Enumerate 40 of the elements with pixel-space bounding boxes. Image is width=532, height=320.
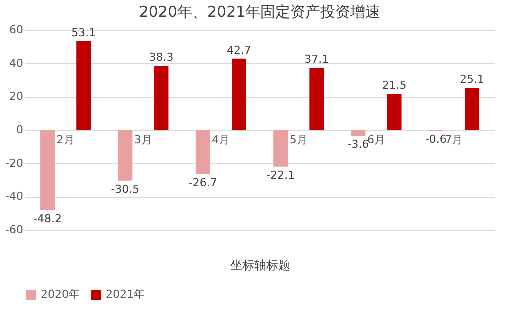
x-tick-label: 6月: [368, 134, 386, 146]
data-label: 53.1: [72, 26, 96, 40]
y-tick-label: -20: [6, 156, 24, 170]
x-tick-label: 5月: [290, 134, 308, 146]
data-label: -0.6: [425, 133, 447, 146]
bar: [76, 42, 92, 130]
legend-label: 2021年: [106, 288, 145, 301]
legend-label: 2020年: [41, 288, 80, 301]
bar: [40, 130, 55, 210]
x-tick-label: 7月: [445, 134, 464, 146]
data-label: -22.1: [266, 168, 296, 182]
bar: [351, 130, 366, 136]
chart-title: 2020年、2021年固定资产投资增速: [139, 3, 381, 21]
bar: [118, 130, 133, 181]
bar: [387, 94, 402, 130]
bar: [465, 88, 480, 130]
y-tick-label: -60: [6, 224, 24, 236]
data-label: -30.5: [111, 182, 140, 196]
x-tick-label: 4月: [212, 134, 230, 146]
x-tick-label: 3月: [134, 134, 152, 146]
data-label: 38.3: [149, 51, 174, 64]
data-label: 25.1: [460, 73, 484, 86]
data-label: 42.7: [226, 44, 252, 57]
y-tick-label: 20: [10, 90, 24, 104]
x-axis-title: 坐标轴标题: [230, 258, 290, 272]
bar: [232, 58, 246, 130]
y-tick-label: 60: [10, 24, 24, 36]
y-tick-label: 40: [10, 56, 24, 70]
y-tick-label: -40: [6, 190, 24, 204]
data-label: -3.6: [348, 138, 370, 151]
data-label: 37.1: [304, 53, 330, 66]
bar: [310, 68, 324, 130]
data-label: -48.2: [34, 212, 62, 226]
data-label: -26.7: [188, 176, 218, 190]
x-tick-label: 2月: [56, 134, 75, 146]
data-label: 21.5: [382, 79, 407, 92]
bar: [196, 130, 210, 174]
y-tick-label: 0: [16, 124, 24, 136]
bar: [274, 130, 288, 167]
bar: [154, 66, 169, 130]
